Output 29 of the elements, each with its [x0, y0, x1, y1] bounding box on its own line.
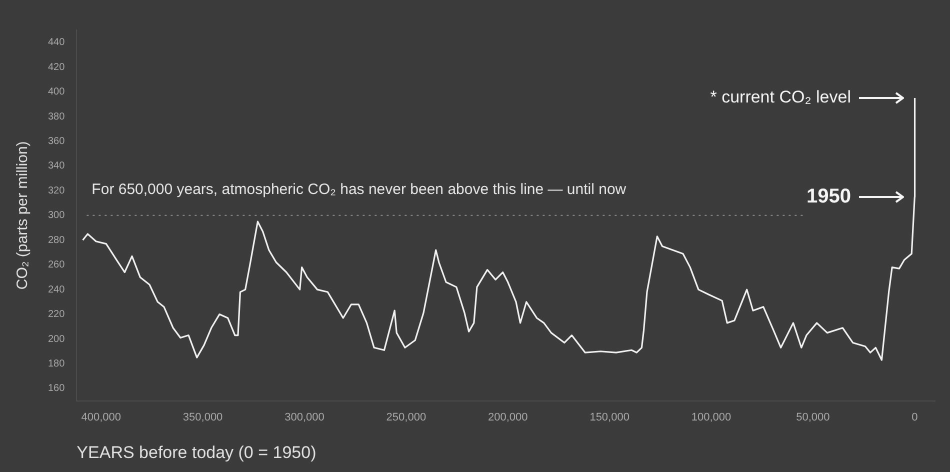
- y-tick-label: 260: [48, 260, 66, 271]
- y-tick-label: 440: [48, 37, 66, 48]
- y-tick-label: 300: [48, 210, 66, 222]
- y-tick-label: 160: [48, 383, 66, 394]
- x-tick-label: 300,000: [284, 411, 324, 424]
- y-tick-label: 360: [48, 136, 66, 147]
- x-tick-label: 0: [912, 411, 918, 424]
- y-tick-label: 200: [48, 334, 66, 345]
- y-tick-label: 240: [48, 284, 66, 296]
- y-tick-label: 420: [48, 62, 66, 73]
- y-axis-title: CO₂ (parts per million): [14, 141, 32, 290]
- x-tick-label: 250,000: [386, 411, 426, 424]
- x-tick-label: 400,000: [81, 411, 121, 424]
- x-tick-label: 150,000: [590, 411, 630, 424]
- y-tick-label: 180: [48, 358, 66, 370]
- x-tick-label: 200,000: [488, 411, 528, 424]
- y-tick-label: 340: [48, 160, 66, 172]
- x-tick-label: 50,000: [796, 411, 830, 424]
- y-tick-label: 320: [48, 185, 66, 196]
- annotation: * current CO₂ level: [710, 88, 851, 107]
- x-axis-title: YEARS before today (0 = 1950): [76, 443, 316, 462]
- y-tick-label: 400: [48, 86, 66, 98]
- y-tick-label: 220: [48, 309, 66, 320]
- ref-line-label: For 650,000 years, atmospheric CO₂ has never been above this line — until now: [92, 181, 626, 198]
- x-tick-label: 100,000: [691, 411, 732, 424]
- y-tick-label: 280: [48, 234, 66, 246]
- annotation: 1950: [806, 185, 851, 208]
- x-tick-label: 350,000: [182, 411, 223, 424]
- y-tick-label: 380: [48, 111, 66, 122]
